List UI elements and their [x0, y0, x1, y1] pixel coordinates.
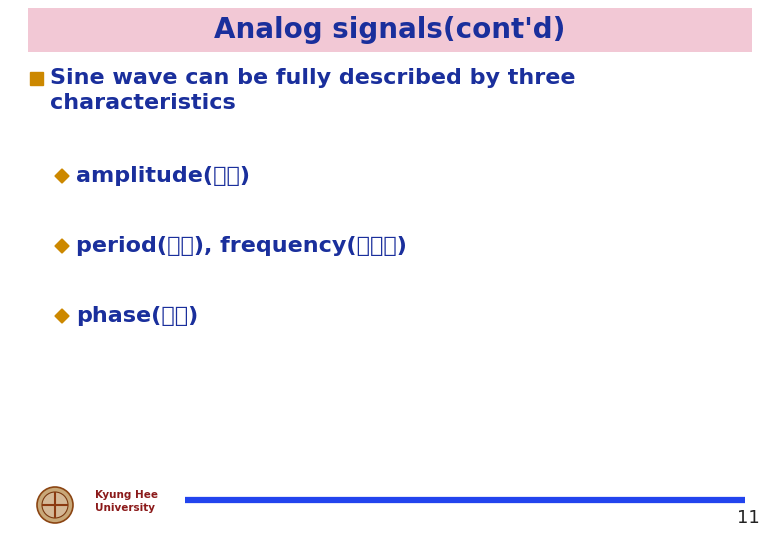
- Polygon shape: [55, 169, 69, 183]
- Text: amplitude(진폭): amplitude(진폭): [76, 166, 250, 186]
- Polygon shape: [55, 239, 69, 253]
- FancyBboxPatch shape: [28, 8, 752, 52]
- Text: University: University: [95, 503, 155, 513]
- Text: 11: 11: [737, 509, 760, 527]
- Circle shape: [37, 487, 73, 523]
- Text: period(주기), frequency(주파수): period(주기), frequency(주파수): [76, 236, 407, 256]
- Text: Analog signals(cont'd): Analog signals(cont'd): [215, 16, 566, 44]
- Circle shape: [42, 492, 68, 518]
- Polygon shape: [55, 309, 69, 323]
- Text: Kyung Hee: Kyung Hee: [95, 490, 158, 500]
- Bar: [30, 72, 43, 85]
- Text: phase(위상): phase(위상): [76, 306, 198, 326]
- Text: characteristics: characteristics: [50, 93, 236, 113]
- Text: Sine wave can be fully described by three: Sine wave can be fully described by thre…: [50, 68, 576, 88]
